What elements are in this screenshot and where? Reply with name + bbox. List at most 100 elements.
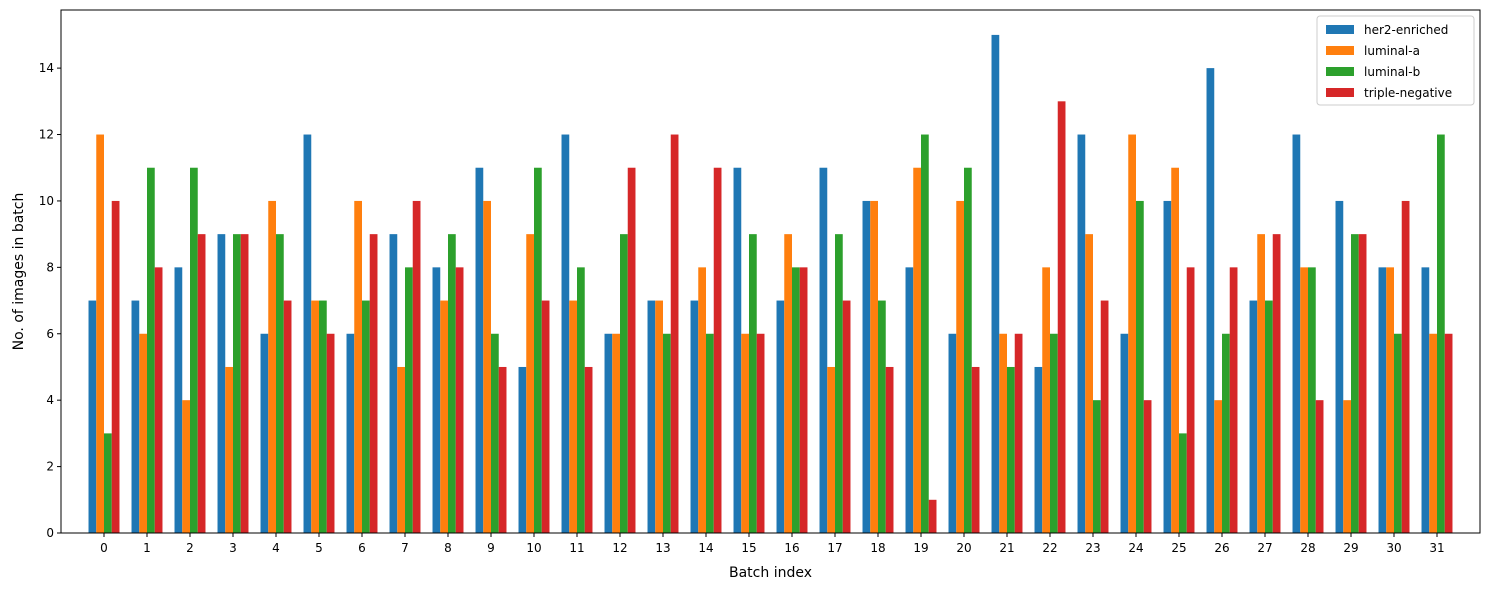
bar-triple-negative-22 xyxy=(1057,101,1066,534)
bar-her2-enriched-9 xyxy=(475,167,484,533)
y-tick-label: 0 xyxy=(46,526,54,540)
bar-her2-enriched-16 xyxy=(776,300,785,533)
bar-luminal-a-29 xyxy=(1343,400,1351,533)
bar-triple-negative-8 xyxy=(455,267,464,533)
bar-her2-enriched-31 xyxy=(1421,267,1430,533)
bar-her2-enriched-8 xyxy=(432,267,441,533)
bar-triple-negative-28 xyxy=(1315,400,1324,533)
x-tick-label: 19 xyxy=(913,541,928,555)
bar-her2-enriched-24 xyxy=(1120,333,1129,533)
bar-luminal-a-14 xyxy=(698,267,706,533)
bar-her2-enriched-30 xyxy=(1378,267,1387,533)
legend: her2-enriched luminal-a luminal-b triple-ne… xyxy=(1316,15,1475,106)
bar-luminal-a-5 xyxy=(311,300,319,533)
y-tick-label: 4 xyxy=(46,393,54,407)
bar-triple-negative-30 xyxy=(1401,200,1410,533)
bar-luminal-b-21 xyxy=(1007,366,1015,533)
bar-luminal-a-27 xyxy=(1257,234,1265,533)
y-tick-label: 2 xyxy=(46,460,54,474)
bar-luminal-a-19 xyxy=(913,167,921,533)
bar-luminal-b-19 xyxy=(921,134,929,533)
x-tick-label: 12 xyxy=(612,541,627,555)
bar-luminal-b-28 xyxy=(1308,267,1316,533)
y-tick-label: 12 xyxy=(39,128,54,142)
bar-triple-negative-29 xyxy=(1358,234,1367,533)
y-axis-label: No. of images in batch xyxy=(11,193,27,351)
bar-triple-negative-26 xyxy=(1229,267,1238,533)
bar-luminal-a-16 xyxy=(784,234,792,533)
bar-luminal-b-14 xyxy=(706,333,714,533)
bar-luminal-b-6 xyxy=(362,300,370,533)
bar-luminal-a-0 xyxy=(96,134,104,533)
bar-her2-enriched-2 xyxy=(174,267,183,533)
bar-her2-enriched-22 xyxy=(1034,366,1043,533)
x-tick-label: 13 xyxy=(655,541,670,555)
bar-her2-enriched-21 xyxy=(991,34,1000,534)
y-tick-label: 10 xyxy=(39,194,54,208)
bar-triple-negative-5 xyxy=(326,333,335,533)
x-tick-label: 23 xyxy=(1085,541,1100,555)
bar-luminal-b-30 xyxy=(1394,333,1402,533)
bar-luminal-b-15 xyxy=(749,234,757,533)
bar-her2-enriched-1 xyxy=(131,300,140,533)
bar-her2-enriched-0 xyxy=(88,300,97,533)
y-tick-label: 14 xyxy=(39,61,54,75)
x-tick-label: 4 xyxy=(272,541,280,555)
bar-triple-negative-19 xyxy=(928,499,937,533)
bar-luminal-b-4 xyxy=(276,234,284,533)
bar-her2-enriched-23 xyxy=(1077,134,1086,533)
x-tick-label: 26 xyxy=(1214,541,1229,555)
bar-her2-enriched-14 xyxy=(690,300,699,533)
bar-triple-negative-13 xyxy=(670,134,679,533)
bar-triple-negative-11 xyxy=(584,366,593,533)
x-axis-ticks: 0 1 2 3 4 5 6 7 8 9 10 11 12 13 14 15 16 17 18 19 20 21 22 23 24… xyxy=(100,533,1445,555)
bar-luminal-b-26 xyxy=(1222,333,1230,533)
bar-luminal-b-0 xyxy=(104,433,112,533)
bar-triple-negative-17 xyxy=(842,300,851,533)
bar-triple-negative-10 xyxy=(541,300,550,533)
bar-triple-negative-24 xyxy=(1143,400,1152,533)
legend-label-luminal-b: luminal-b xyxy=(1364,65,1420,79)
bar-luminal-a-1 xyxy=(139,333,147,533)
x-tick-label: 10 xyxy=(526,541,541,555)
bar-luminal-b-8 xyxy=(448,234,456,533)
bar-luminal-a-30 xyxy=(1386,267,1394,533)
bar-luminal-b-22 xyxy=(1050,333,1058,533)
bar-triple-negative-15 xyxy=(756,333,765,533)
x-tick-label: 2 xyxy=(186,541,194,555)
bar-luminal-b-13 xyxy=(663,333,671,533)
x-tick-label: 17 xyxy=(827,541,842,555)
y-axis-ticks: 0 2 4 6 8 10 12 14 xyxy=(39,61,61,540)
bar-luminal-b-24 xyxy=(1136,200,1144,533)
bar-her2-enriched-29 xyxy=(1335,200,1344,533)
bar-triple-negative-27 xyxy=(1272,234,1281,533)
legend-box xyxy=(1316,15,1475,106)
bar-her2-enriched-27 xyxy=(1249,300,1258,533)
bar-triple-negative-25 xyxy=(1186,267,1195,533)
bar-luminal-a-26 xyxy=(1214,400,1222,533)
bar-luminal-a-11 xyxy=(569,300,577,533)
bars-group xyxy=(88,34,1453,534)
bar-luminal-a-23 xyxy=(1085,234,1093,533)
bar-her2-enriched-11 xyxy=(561,134,570,533)
bar-luminal-b-9 xyxy=(491,333,499,533)
legend-label-her2-enriched: her2-enriched xyxy=(1364,23,1448,37)
bar-triple-negative-18 xyxy=(885,366,894,533)
bar-luminal-a-17 xyxy=(827,366,835,533)
x-tick-label: 30 xyxy=(1386,541,1401,555)
bar-her2-enriched-3 xyxy=(217,234,226,533)
bar-luminal-a-15 xyxy=(741,333,749,533)
bar-her2-enriched-25 xyxy=(1163,200,1172,533)
bar-luminal-a-18 xyxy=(870,200,878,533)
plot-frame xyxy=(60,9,1481,534)
bar-her2-enriched-26 xyxy=(1206,68,1215,533)
bar-triple-negative-1 xyxy=(154,267,163,533)
x-tick-label: 5 xyxy=(315,541,323,555)
x-tick-label: 15 xyxy=(741,541,756,555)
legend-swatch-luminal-a xyxy=(1326,46,1354,55)
bar-her2-enriched-7 xyxy=(389,234,398,533)
bar-luminal-b-23 xyxy=(1093,400,1101,533)
bar-luminal-b-2 xyxy=(190,167,198,533)
legend-label-triple-negative: triple-negative xyxy=(1364,86,1452,100)
x-axis-label: Batch index xyxy=(729,565,812,581)
